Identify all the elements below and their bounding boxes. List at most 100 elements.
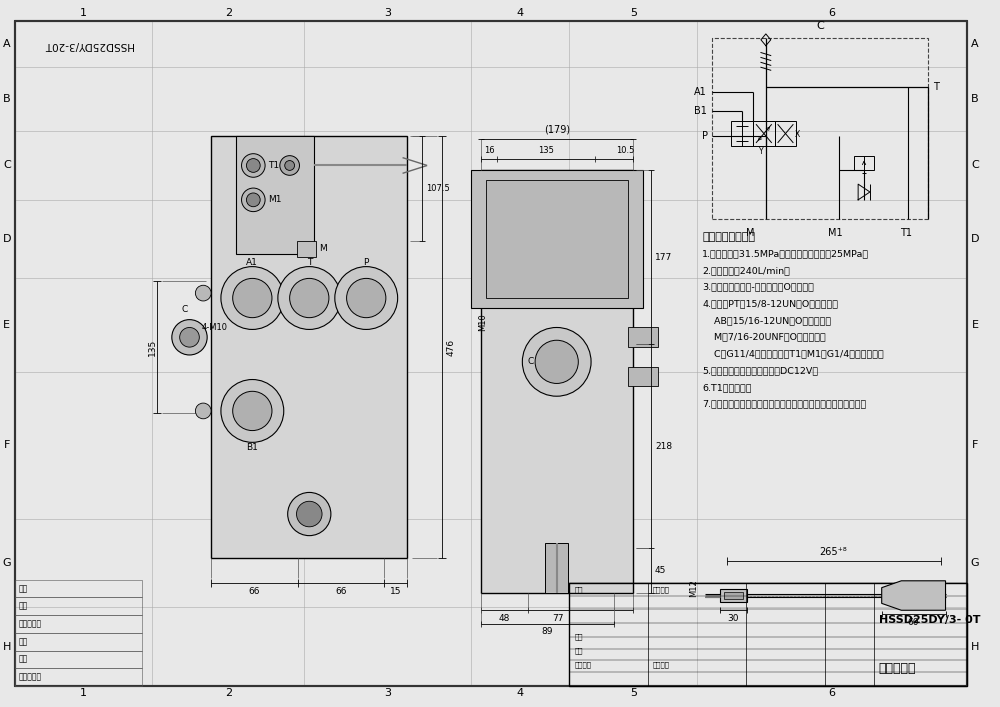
- Text: 6: 6: [829, 688, 836, 698]
- Text: T1: T1: [268, 161, 279, 170]
- Text: 6.T1口接油箱；: 6.T1口接油箱；: [702, 383, 752, 392]
- Text: H: H: [971, 641, 979, 652]
- Text: P: P: [364, 258, 369, 267]
- Text: HSSD25DY/3- 0T: HSSD25DY/3- 0T: [879, 615, 980, 625]
- Bar: [775, 122, 796, 146]
- Text: E: E: [971, 320, 978, 330]
- Bar: [712, 38, 928, 219]
- Text: 图样代号: 图样代号: [653, 586, 670, 593]
- Bar: [569, 583, 967, 686]
- Circle shape: [246, 193, 260, 206]
- Circle shape: [242, 153, 265, 177]
- Text: 48: 48: [499, 614, 510, 623]
- Text: 476: 476: [447, 339, 456, 356]
- Circle shape: [535, 340, 578, 383]
- Circle shape: [278, 267, 341, 329]
- Bar: [481, 170, 633, 592]
- Text: 4: 4: [517, 8, 524, 18]
- Circle shape: [172, 320, 207, 355]
- Circle shape: [246, 158, 260, 173]
- Text: G: G: [3, 558, 11, 568]
- Bar: [15, 668, 142, 686]
- Circle shape: [233, 279, 272, 317]
- Circle shape: [195, 285, 211, 301]
- Text: 30: 30: [728, 614, 739, 623]
- Text: B1: B1: [694, 107, 707, 117]
- Bar: [545, 544, 568, 592]
- Circle shape: [195, 403, 211, 419]
- Text: 15: 15: [390, 587, 401, 596]
- Bar: [486, 180, 628, 298]
- Text: (179): (179): [544, 124, 570, 134]
- Text: 218: 218: [655, 442, 672, 451]
- Text: C: C: [181, 305, 188, 315]
- Text: M1: M1: [268, 195, 282, 204]
- Text: D: D: [971, 234, 979, 244]
- Text: G: G: [971, 558, 979, 568]
- Text: 1.公称压力：31.5MPa；溢流阀调定压力：25MPa；: 1.公称压力：31.5MPa；溢流阀调定压力：25MPa；: [702, 250, 869, 258]
- Text: 4.油口：PT为15/8-12UN，O型圈密封；: 4.油口：PT为15/8-12UN，O型圈密封；: [702, 300, 838, 308]
- Text: 通用件标识: 通用件标识: [19, 672, 42, 682]
- Circle shape: [280, 156, 299, 175]
- Text: B: B: [3, 94, 11, 104]
- Text: 66: 66: [335, 587, 346, 596]
- Text: T: T: [307, 258, 312, 267]
- Text: 7.阀体表面磷化处理，安全阀及爆破螺件，支架后盖为铝本色。: 7.阀体表面磷化处理，安全阀及爆破螺件，支架后盖为铝本色。: [702, 399, 866, 409]
- Circle shape: [335, 267, 398, 329]
- Text: X: X: [794, 129, 800, 139]
- Text: 5.电磁线圈：三插线圈，电压DC12V；: 5.电磁线圈：三插线圈，电压DC12V；: [702, 366, 818, 375]
- Bar: [903, 587, 943, 604]
- Circle shape: [347, 279, 386, 317]
- Bar: [236, 136, 314, 254]
- Text: 4: 4: [517, 688, 524, 698]
- Text: 16: 16: [484, 146, 494, 156]
- Text: A: A: [3, 39, 11, 49]
- Text: H: H: [3, 641, 11, 652]
- Bar: [211, 136, 407, 559]
- Text: 265⁺⁸: 265⁺⁸: [820, 547, 847, 557]
- Bar: [15, 597, 142, 615]
- Text: 日期: 日期: [19, 584, 28, 593]
- Text: 1: 1: [80, 8, 87, 18]
- Circle shape: [221, 267, 284, 329]
- Bar: [720, 589, 747, 602]
- Text: 77: 77: [552, 614, 563, 623]
- Text: 比例: 比例: [574, 633, 583, 640]
- Text: E: E: [3, 320, 10, 330]
- Circle shape: [285, 160, 295, 170]
- Text: B: B: [971, 94, 979, 104]
- Text: M为7/16-20UNF，O型圈密封；: M为7/16-20UNF，O型圈密封；: [702, 333, 826, 341]
- Text: 技术要求和参数：: 技术要求和参数：: [702, 232, 755, 243]
- Text: M: M: [746, 228, 755, 238]
- Text: 89: 89: [541, 627, 553, 636]
- Text: C为G11/4，平面密封；T1，M1为G1/4，平面密封；: C为G11/4，平面密封；T1，M1为G1/4，平面密封；: [702, 349, 884, 358]
- Text: C: C: [971, 160, 979, 170]
- Text: 质量: 质量: [574, 647, 583, 654]
- Circle shape: [522, 327, 591, 396]
- Circle shape: [290, 279, 329, 317]
- Text: 图面: 图面: [19, 655, 28, 664]
- Text: B1: B1: [246, 443, 258, 452]
- Circle shape: [242, 188, 265, 211]
- Text: 66: 66: [249, 587, 260, 596]
- Text: 135: 135: [148, 339, 157, 356]
- Bar: [15, 615, 142, 633]
- Circle shape: [233, 391, 272, 431]
- Text: 177: 177: [655, 253, 672, 262]
- Text: 4-M10: 4-M10: [201, 323, 227, 332]
- Bar: [731, 122, 753, 146]
- Text: 2.公称流量：240L/min；: 2.公称流量：240L/min；: [702, 266, 790, 275]
- Text: 图纸版本号: 图纸版本号: [19, 619, 42, 629]
- Text: A1: A1: [694, 87, 707, 97]
- Text: 5: 5: [630, 8, 637, 18]
- Text: 数量: 数量: [19, 637, 28, 646]
- Text: F: F: [972, 440, 978, 450]
- Text: F: F: [4, 440, 10, 450]
- Bar: [724, 592, 743, 600]
- Text: A: A: [971, 39, 979, 49]
- Circle shape: [180, 327, 199, 347]
- Text: 签字: 签字: [19, 602, 28, 611]
- Text: 材料: 材料: [574, 586, 583, 593]
- Text: 5: 5: [630, 688, 637, 698]
- Bar: [15, 580, 142, 597]
